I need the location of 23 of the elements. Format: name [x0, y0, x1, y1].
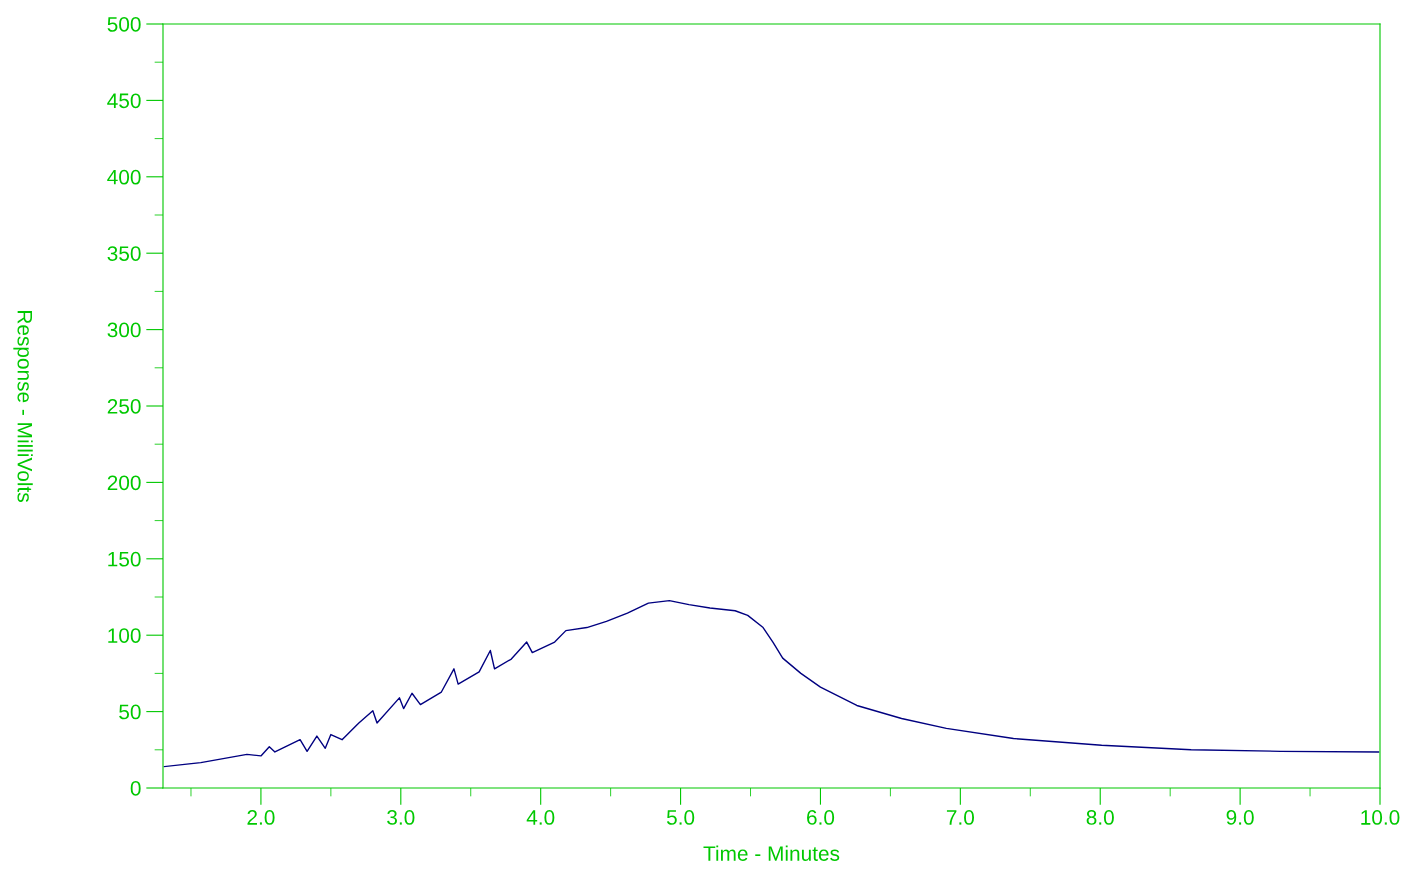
y-tick-label: 450 [107, 93, 141, 109]
x-tick-label: 10.0 [1361, 810, 1400, 825]
line-series [163, 599, 1380, 768]
x-tick-label: 5.0 [666, 810, 695, 825]
x-tick-label: 6.0 [807, 810, 835, 825]
y-tick-label: 100 [108, 628, 141, 643]
x-tick-label: 3.0 [387, 810, 415, 825]
y-tick-label: 500 [107, 17, 141, 32]
y-tick-label: 350 [107, 246, 141, 261]
y-tick-label: 50 [119, 704, 141, 720]
y-tick-label: 150 [108, 551, 141, 567]
y-tick-label: 250 [107, 399, 141, 414]
x-tick-label: 7.0 [946, 810, 975, 825]
x-tick-label: 2.0 [247, 810, 275, 825]
y-axis-title: Response - MilliVolts [13, 311, 33, 502]
y-tick-label: 400 [107, 169, 141, 185]
x-tick-label: 9.0 [1226, 810, 1254, 825]
y-tick-label: 0 [130, 781, 141, 796]
y-tick-label: 200 [107, 475, 141, 491]
x-axis-title: Time - Minutes [703, 845, 840, 861]
y-tick-label: 300 [107, 322, 141, 338]
x-tick-label: 8.0 [1086, 810, 1114, 825]
x-tick-label: 4.0 [526, 810, 555, 825]
